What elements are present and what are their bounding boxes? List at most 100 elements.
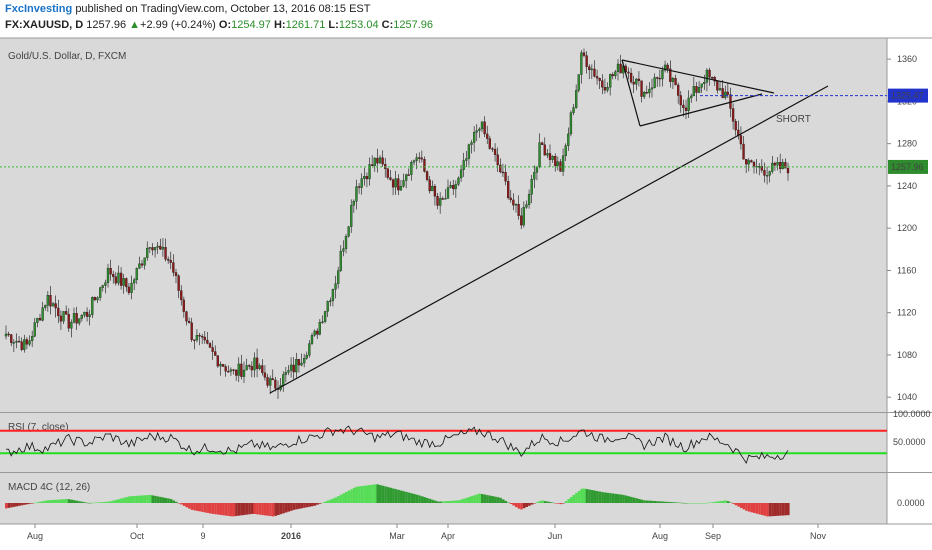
- candle-body: [104, 282, 107, 286]
- macd-bar: [256, 503, 259, 515]
- author-name[interactable]: FxcInvesting: [5, 3, 73, 15]
- candle-body: [439, 198, 442, 206]
- close-value: 1257.96: [393, 19, 434, 31]
- candle-body: [522, 207, 525, 226]
- macd-bar: [159, 496, 162, 503]
- macd-bar: [758, 503, 761, 515]
- candle-body: [182, 299, 185, 312]
- macd-bar: [588, 489, 591, 503]
- time-axis[interactable]: [0, 524, 932, 550]
- macd-bar: [491, 496, 495, 503]
- candle-body: [292, 364, 295, 373]
- candle-body: [499, 164, 502, 173]
- candle-body: [80, 315, 83, 319]
- macd-bar: [449, 500, 453, 503]
- macd-bar: [671, 502, 675, 503]
- macd-bar: [109, 501, 113, 503]
- macd-bar: [787, 503, 790, 516]
- candle-body: [412, 160, 416, 163]
- candle-body: [653, 77, 656, 88]
- candle-body: [313, 330, 316, 336]
- candle-body: [130, 282, 133, 293]
- macd-bar: [28, 503, 32, 504]
- macd-bar: [606, 492, 610, 503]
- candle-body: [708, 69, 711, 78]
- candle-body: [606, 87, 609, 91]
- candle-body: [96, 297, 99, 301]
- macd-bar: [569, 497, 573, 503]
- short-level-tag: 1325.47: [888, 88, 928, 103]
- candle-body: [658, 77, 661, 80]
- candle-body: [619, 63, 622, 74]
- trend-line[interactable]: [269, 85, 829, 394]
- short-annotation[interactable]: SHORT: [776, 114, 811, 125]
- price-axis[interactable]: [887, 38, 932, 524]
- macd-bar: [465, 497, 468, 503]
- candle-body: [433, 185, 437, 197]
- candle-body: [33, 322, 36, 337]
- macd-bar: [258, 503, 262, 515]
- macd-bar: [31, 503, 34, 504]
- candle-body: [44, 305, 47, 308]
- macd-bar: [729, 502, 733, 504]
- macd-bar: [358, 486, 361, 503]
- macd-bar: [151, 495, 155, 503]
- candle-body: [49, 295, 52, 307]
- candle-body: [575, 90, 578, 108]
- price-tick-label: 1360: [897, 54, 917, 64]
- candle-body: [219, 364, 222, 367]
- macd-bar: [347, 490, 351, 503]
- macd-bar: [779, 503, 782, 516]
- candle-body: [263, 372, 267, 378]
- macd-bar: [711, 502, 714, 503]
- candle-body: [99, 287, 102, 298]
- macd-bar: [431, 499, 434, 503]
- macd-bar: [185, 503, 189, 508]
- macd-bar: [334, 497, 338, 503]
- candle-body: [721, 88, 724, 98]
- candle-body: [742, 143, 745, 160]
- macd-bar: [598, 491, 602, 503]
- candle-body: [339, 251, 342, 271]
- macd-bar: [211, 503, 215, 514]
- macd-bar: [274, 503, 277, 516]
- macd-bar: [303, 503, 306, 508]
- rsi-line: [5, 425, 789, 465]
- macd-bar: [261, 503, 264, 516]
- macd-bar: [135, 495, 139, 503]
- macd-bar: [237, 503, 241, 516]
- candle-body: [23, 339, 26, 350]
- macd-bar: [661, 501, 665, 503]
- macd-bar: [525, 503, 529, 508]
- macd-bar: [389, 487, 393, 503]
- macd-bar: [766, 503, 769, 517]
- macd-bar: [737, 503, 740, 507]
- macd-bar: [522, 503, 526, 509]
- candle-body: [739, 135, 743, 145]
- candle-body: [221, 364, 225, 367]
- candle-body: [28, 340, 31, 345]
- macd-bar: [130, 496, 134, 503]
- candle-body: [159, 245, 162, 250]
- wedge-lower-line[interactable]: [639, 93, 763, 127]
- wedge-upper-line[interactable]: [621, 59, 775, 94]
- macd-bar: [666, 501, 670, 503]
- candle-body: [444, 198, 447, 200]
- candle-body: [389, 177, 392, 180]
- candle-body: [36, 317, 39, 323]
- candle-body: [185, 311, 188, 322]
- macd-bar: [227, 503, 230, 516]
- macd-bar: [65, 499, 68, 503]
- candle-body: [779, 162, 782, 169]
- macd-bar: [195, 503, 199, 511]
- candle-body: [78, 318, 81, 324]
- candle-body: [616, 63, 620, 72]
- candle-body: [402, 180, 405, 187]
- macd-bar: [546, 501, 549, 503]
- candle-body: [261, 365, 264, 373]
- candle-body: [391, 179, 395, 188]
- macd-bar: [732, 503, 735, 504]
- macd-bar: [156, 496, 160, 503]
- candle-body: [140, 263, 144, 266]
